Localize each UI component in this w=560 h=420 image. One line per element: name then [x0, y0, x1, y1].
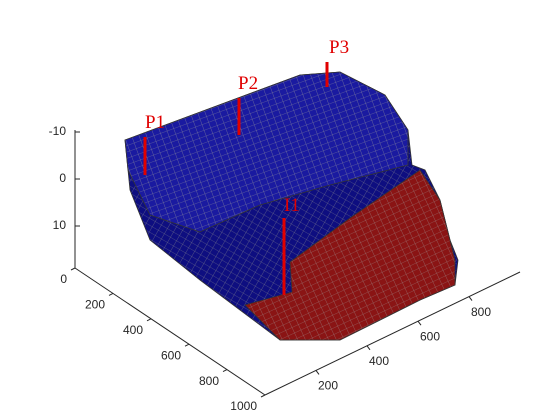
tick-mark [184, 343, 190, 347]
y-tick-label: 800 [471, 305, 491, 319]
x-tick-label: 800 [199, 374, 219, 388]
x-tick-label: 1000 [230, 399, 257, 413]
grid-body [124, 71, 459, 341]
y-tick-label: 200 [318, 379, 338, 393]
well-label: I1 [284, 195, 300, 216]
x-tick-label: 200 [85, 298, 105, 312]
x-tick-label: 0 [60, 272, 67, 286]
tick-mark [366, 345, 371, 351]
z-tick-label: 0 [59, 171, 66, 185]
tick-mark [468, 296, 473, 301]
axes [74, 130, 521, 396]
z-tick-label: 10 [53, 218, 67, 232]
x-tick-label: 400 [123, 323, 143, 337]
z-tick-label: -10 [49, 124, 67, 138]
wells [143, 62, 329, 295]
x-tick-label: 600 [161, 348, 181, 362]
tick-mark [315, 370, 320, 375]
y-tick-label: 600 [420, 329, 440, 343]
tick-mark [108, 292, 114, 296]
tick-mark [260, 394, 266, 398]
y-tick-label: 400 [369, 354, 389, 368]
tick-mark [417, 320, 422, 326]
well-label: P3 [329, 37, 349, 58]
tick-mark [70, 267, 76, 271]
well-label: P2 [238, 73, 258, 94]
tick-mark [146, 318, 152, 322]
tick-mark [222, 369, 228, 373]
well-label: P1 [145, 112, 165, 133]
